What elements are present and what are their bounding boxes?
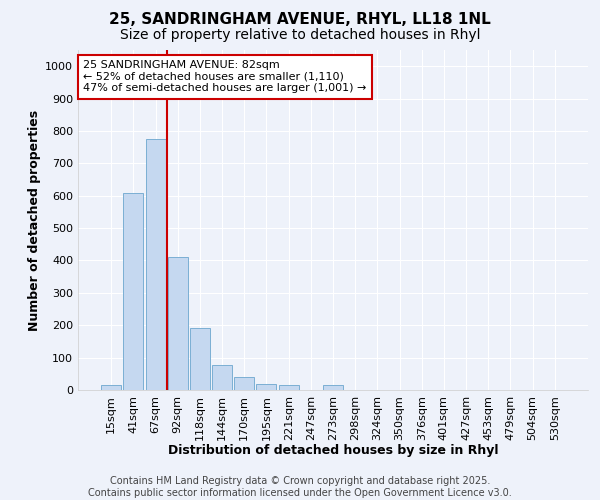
- Text: Contains HM Land Registry data © Crown copyright and database right 2025.
Contai: Contains HM Land Registry data © Crown c…: [88, 476, 512, 498]
- Bar: [124, 193, 143, 390]
- Bar: [234, 377, 254, 390]
- Bar: [190, 328, 210, 390]
- Bar: [212, 364, 232, 390]
- Bar: [278, 385, 299, 390]
- Bar: [323, 385, 343, 390]
- Bar: [168, 257, 188, 390]
- Y-axis label: Number of detached properties: Number of detached properties: [28, 110, 41, 330]
- Bar: [256, 384, 277, 390]
- Text: 25 SANDRINGHAM AVENUE: 82sqm
← 52% of detached houses are smaller (1,110)
47% of: 25 SANDRINGHAM AVENUE: 82sqm ← 52% of de…: [83, 60, 367, 94]
- Bar: [101, 385, 121, 390]
- Bar: [146, 139, 166, 390]
- Text: 25, SANDRINGHAM AVENUE, RHYL, LL18 1NL: 25, SANDRINGHAM AVENUE, RHYL, LL18 1NL: [109, 12, 491, 28]
- X-axis label: Distribution of detached houses by size in Rhyl: Distribution of detached houses by size …: [168, 444, 498, 457]
- Text: Size of property relative to detached houses in Rhyl: Size of property relative to detached ho…: [120, 28, 480, 42]
